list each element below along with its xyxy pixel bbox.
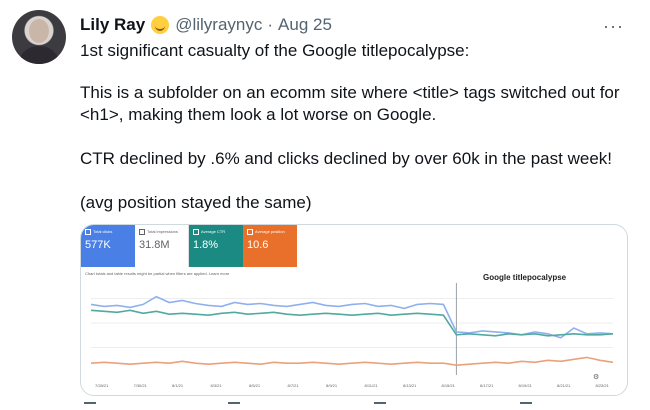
tweet-actions bbox=[80, 402, 600, 408]
series-line-average-position bbox=[90, 356, 614, 367]
x-tick-label: 8/21/21 bbox=[557, 383, 571, 388]
x-tick-label: 8/11/21 bbox=[364, 383, 378, 388]
tweet-image-card[interactable]: Total clicks 577K Total impressions 31.8M … bbox=[80, 224, 628, 396]
metric-label: Total clicks bbox=[93, 229, 113, 234]
metric-label: Average position bbox=[255, 229, 285, 234]
metric-total-clicks[interactable]: Total clicks 577K bbox=[81, 225, 135, 267]
checkbox-icon bbox=[85, 229, 91, 235]
x-tick-label: 8/1/21 bbox=[172, 383, 184, 388]
gear-icon[interactable]: ⚙ bbox=[593, 374, 600, 381]
x-tick-label: 8/13/21 bbox=[403, 383, 417, 388]
x-tick-label: 7/30/21 bbox=[133, 383, 147, 388]
chart-note: Chart totals and table results might be … bbox=[85, 271, 230, 276]
metric-value: 10.6 bbox=[247, 239, 269, 251]
x-tick-label: 8/5/21 bbox=[249, 383, 261, 388]
smiling-face-icon bbox=[151, 16, 170, 34]
tweet-paragraph-2: This is a subfolder on an ecomm site whe… bbox=[80, 83, 620, 124]
x-tick-label: 8/15/21 bbox=[441, 383, 455, 388]
series-line-average-ctr bbox=[90, 309, 614, 337]
metric-average-ctr[interactable]: Average CTR 1.8% bbox=[189, 225, 243, 267]
x-tick-label: 8/3/21 bbox=[210, 383, 222, 388]
more-options-icon[interactable]: ··· bbox=[603, 16, 624, 36]
series-line-total-clicks bbox=[90, 295, 614, 339]
x-tick-label: 8/9/21 bbox=[326, 383, 338, 388]
avatar-shoulders bbox=[18, 46, 60, 64]
x-tick-label: 8/7/21 bbox=[287, 383, 299, 388]
tweet-header: Lily Ray @lilyraynyc · Aug 25 bbox=[80, 14, 332, 36]
separator-dot: · bbox=[267, 15, 274, 34]
avatar[interactable] bbox=[12, 10, 66, 64]
tweet-date[interactable]: Aug 25 bbox=[278, 15, 332, 34]
reply-icon[interactable] bbox=[84, 402, 96, 410]
display-name[interactable]: Lily Ray bbox=[80, 15, 146, 34]
user-handle[interactable]: @lilyraynyc bbox=[175, 15, 263, 34]
chart-annotation: Google titlepocalypse bbox=[483, 273, 567, 282]
metric-value: 31.8M bbox=[139, 239, 170, 251]
tweet-paragraph-4: (avg position stayed the same) bbox=[80, 193, 312, 212]
checkbox-icon bbox=[193, 229, 199, 235]
like-icon[interactable] bbox=[374, 402, 386, 410]
tweet-paragraph-1: 1st significant casualty of the Google t… bbox=[80, 41, 470, 60]
metric-label: Average CTR bbox=[201, 229, 226, 234]
line-chart bbox=[90, 283, 614, 375]
x-tick-label: 7/28/21 bbox=[95, 383, 109, 388]
x-tick-label: 8/23/21 bbox=[595, 383, 609, 388]
checkbox-icon bbox=[139, 229, 145, 235]
metric-average-position[interactable]: Average position 10.6 bbox=[243, 225, 297, 267]
metric-total-impressions[interactable]: Total impressions 31.8M bbox=[135, 225, 189, 267]
x-tick-label: 8/17/21 bbox=[480, 383, 494, 388]
avatar-face bbox=[29, 19, 49, 43]
tweet-paragraph-3: CTR declined by .6% and clicks declined … bbox=[80, 149, 612, 168]
checkbox-icon bbox=[247, 229, 253, 235]
retweet-icon[interactable] bbox=[228, 402, 240, 410]
metric-value: 577K bbox=[85, 239, 111, 251]
metric-cards: Total clicks 577K Total impressions 31.8M … bbox=[81, 225, 297, 267]
metric-label: Total impressions bbox=[147, 229, 178, 234]
share-icon[interactable] bbox=[520, 402, 532, 410]
metric-value: 1.8% bbox=[193, 239, 219, 251]
x-tick-label: 8/19/21 bbox=[518, 383, 532, 388]
